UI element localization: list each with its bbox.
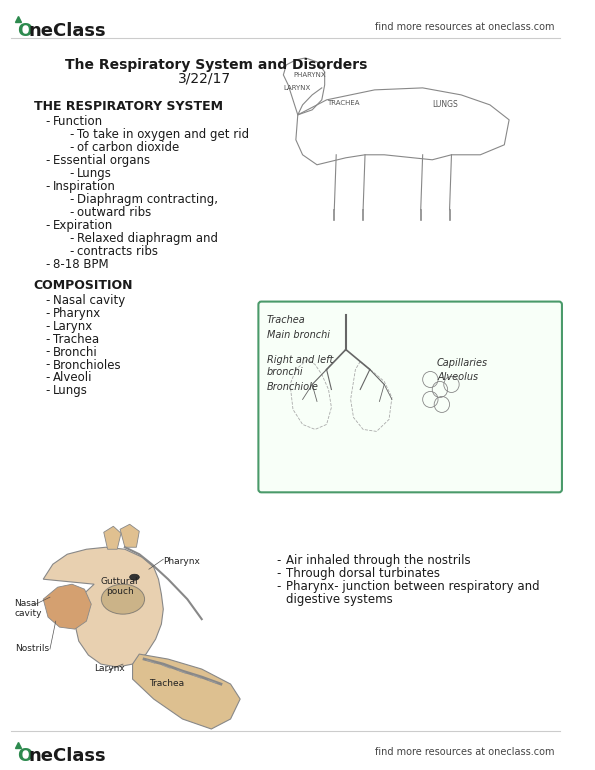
- Text: Lungs: Lungs: [77, 167, 112, 179]
- Text: To take in oxygen and get rid: To take in oxygen and get rid: [77, 128, 249, 141]
- Polygon shape: [120, 524, 139, 547]
- Text: -: -: [45, 320, 49, 333]
- Text: Nasal cavity: Nasal cavity: [53, 293, 125, 306]
- Text: -: -: [45, 258, 49, 270]
- Text: Lungs: Lungs: [53, 384, 87, 397]
- Text: Guttural: Guttural: [101, 578, 139, 586]
- Text: find more resources at oneclass.com: find more resources at oneclass.com: [375, 22, 555, 32]
- Text: Right and left: Right and left: [267, 354, 333, 364]
- Text: -: -: [45, 154, 49, 167]
- Text: -: -: [69, 245, 74, 258]
- Text: Nasal: Nasal: [14, 599, 39, 608]
- Text: bronchi: bronchi: [267, 367, 303, 377]
- Text: -: -: [277, 554, 281, 567]
- Text: LARYNX: LARYNX: [283, 85, 311, 91]
- Text: -: -: [69, 141, 74, 154]
- Text: -: -: [277, 567, 281, 581]
- Text: Trachea: Trachea: [267, 315, 306, 325]
- Text: Larynx: Larynx: [53, 320, 93, 333]
- Text: -: -: [45, 179, 49, 192]
- Text: The Respiratory System and Disorders: The Respiratory System and Disorders: [65, 58, 368, 72]
- Polygon shape: [43, 547, 163, 667]
- Text: Bronchi: Bronchi: [53, 346, 98, 359]
- Text: -: -: [45, 384, 49, 397]
- Text: Alveoli: Alveoli: [53, 371, 92, 384]
- Text: O: O: [17, 22, 33, 40]
- Text: -: -: [45, 346, 49, 359]
- Text: digestive systems: digestive systems: [286, 593, 393, 606]
- Text: Trachea: Trachea: [53, 333, 99, 346]
- Text: Bronchioles: Bronchioles: [53, 359, 121, 371]
- Text: Larynx: Larynx: [94, 664, 125, 673]
- Text: Alveolus: Alveolus: [437, 373, 478, 383]
- Text: -: -: [45, 293, 49, 306]
- Text: Through dorsal turbinates: Through dorsal turbinates: [286, 567, 440, 581]
- Text: -: -: [69, 232, 74, 245]
- Text: PHARYNX: PHARYNX: [293, 72, 325, 78]
- Text: -: -: [69, 192, 74, 206]
- Text: Diaphragm contracting,: Diaphragm contracting,: [77, 192, 218, 206]
- Text: -: -: [45, 333, 49, 346]
- FancyBboxPatch shape: [258, 302, 562, 492]
- Text: -: -: [69, 206, 74, 219]
- Text: find more resources at oneclass.com: find more resources at oneclass.com: [375, 747, 555, 757]
- Text: -: -: [45, 306, 49, 320]
- Text: TRACHEA: TRACHEA: [327, 100, 359, 105]
- Polygon shape: [43, 584, 91, 629]
- Text: Expiration: Expiration: [53, 219, 113, 232]
- Ellipse shape: [130, 574, 139, 581]
- Text: neClass: neClass: [29, 22, 107, 40]
- Text: -: -: [45, 371, 49, 384]
- Text: Trachea: Trachea: [149, 679, 184, 688]
- Text: COMPOSITION: COMPOSITION: [34, 279, 133, 292]
- Text: neClass: neClass: [29, 747, 107, 765]
- Text: Pharynx: Pharynx: [163, 557, 200, 566]
- Text: outward ribs: outward ribs: [77, 206, 151, 219]
- Ellipse shape: [101, 584, 145, 614]
- Text: contracts ribs: contracts ribs: [77, 245, 158, 258]
- Text: -: -: [277, 581, 281, 593]
- Text: of carbon dioxide: of carbon dioxide: [77, 141, 179, 154]
- Text: LUNGS: LUNGS: [432, 100, 458, 109]
- Text: Pharynx: Pharynx: [53, 306, 101, 320]
- Text: Essential organs: Essential organs: [53, 154, 150, 167]
- Text: 8-18 BPM: 8-18 BPM: [53, 258, 108, 270]
- Text: Relaxed diaphragm and: Relaxed diaphragm and: [77, 232, 218, 245]
- Text: -: -: [45, 219, 49, 232]
- Text: -: -: [45, 359, 49, 371]
- Text: Bronchiole: Bronchiole: [267, 383, 319, 393]
- Text: Pharynx- junction between respiratory and: Pharynx- junction between respiratory an…: [286, 581, 540, 593]
- Polygon shape: [133, 654, 240, 729]
- Text: Function: Function: [53, 115, 103, 128]
- Text: 3/22/17: 3/22/17: [178, 72, 231, 86]
- Text: Nostrils: Nostrils: [15, 644, 49, 653]
- Text: -: -: [69, 128, 74, 141]
- Text: cavity: cavity: [14, 609, 42, 618]
- Text: Capillaries: Capillaries: [437, 357, 488, 367]
- Polygon shape: [104, 526, 121, 549]
- Text: -: -: [69, 167, 74, 179]
- Text: Air inhaled through the nostrils: Air inhaled through the nostrils: [286, 554, 471, 567]
- Text: O: O: [17, 747, 33, 765]
- Text: THE RESPIRATORY SYSTEM: THE RESPIRATORY SYSTEM: [34, 100, 223, 113]
- Text: Main bronchi: Main bronchi: [267, 330, 330, 340]
- Text: pouch: pouch: [106, 588, 133, 596]
- Text: -: -: [45, 115, 49, 128]
- Text: Inspiration: Inspiration: [53, 179, 115, 192]
